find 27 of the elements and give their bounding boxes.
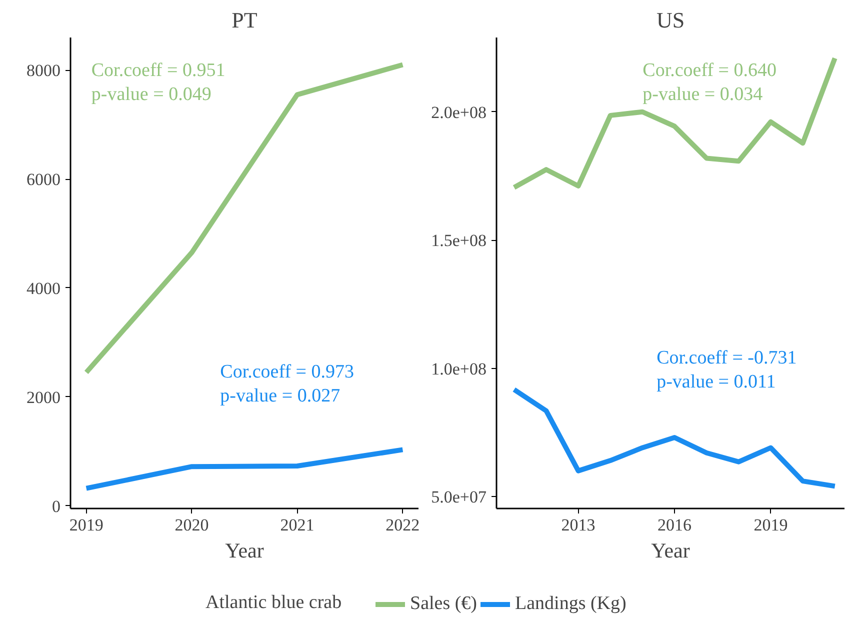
x-tick-label: 2020	[174, 516, 209, 534]
annotation: Cor.coeff = 0.951 p-value = 0.049	[91, 60, 226, 105]
x-axis-title: Year	[651, 538, 690, 562]
y-tick-label: 1.5e+08	[431, 231, 487, 250]
annotation: Cor.coeff = 0.973 p-value = 0.027	[220, 361, 354, 406]
y-tick-label: 2000	[26, 388, 60, 407]
x-tick-label: 2019	[754, 516, 788, 534]
y-tick-label: 4000	[26, 278, 60, 298]
legend-label: Landings (Kg)	[515, 593, 626, 615]
y-tick-label: 5.0e+07	[431, 487, 487, 506]
x-tick-label: 2013	[561, 516, 596, 534]
x-axis-title: Year	[225, 538, 264, 562]
y-tick-label: 2.0e+08	[431, 102, 487, 122]
x-tick-label: 2022	[386, 516, 420, 534]
y-tick-label: 1.0e+08	[431, 359, 487, 378]
x-tick-label: 2021	[280, 516, 314, 534]
x-tick-label: 2019	[69, 516, 104, 534]
annotation: Cor.coeff = 0.640 p-value = 0.034	[642, 60, 777, 105]
chart-title: US	[656, 8, 685, 32]
y-tick-label: 6000	[26, 170, 60, 190]
legend-label: Sales (€)	[410, 593, 478, 615]
y-tick-label: 8000	[26, 61, 60, 80]
y-tick-label: 0	[52, 496, 60, 516]
x-tick-label: 2016	[658, 516, 692, 534]
chart-title: PT	[232, 8, 258, 32]
legend-title: Atlantic blue crab	[206, 592, 342, 613]
annotation: Cor.coeff = -0.731 p-value = 0.011	[656, 347, 797, 392]
